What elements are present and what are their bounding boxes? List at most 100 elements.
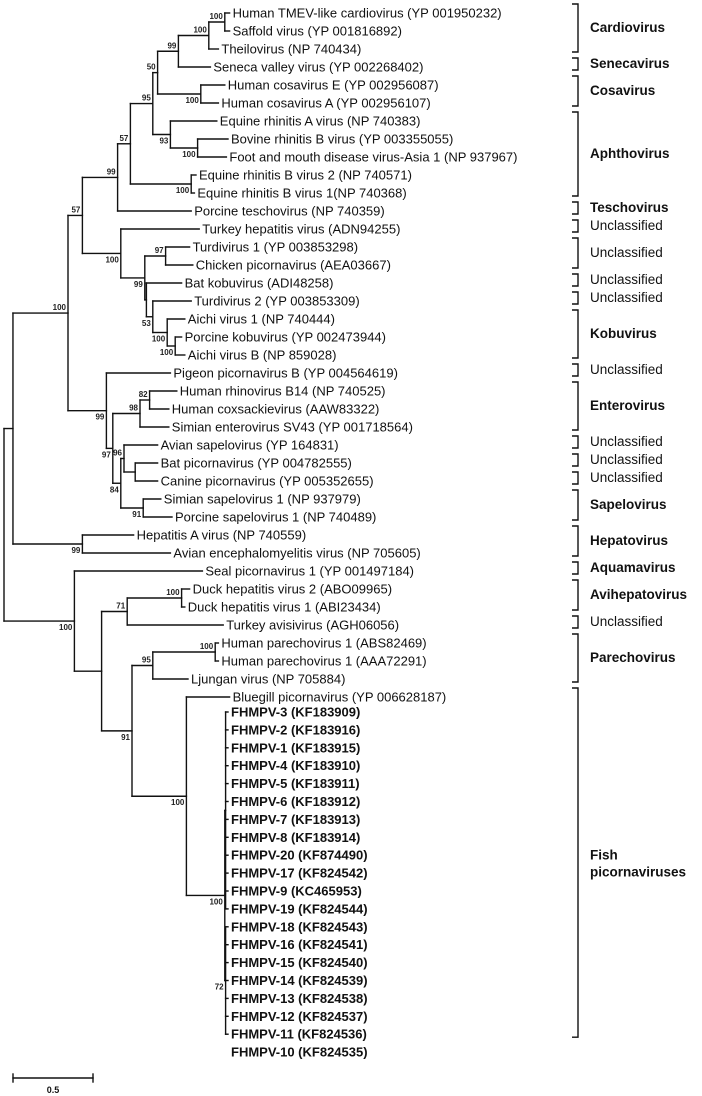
bootstrap-value: 100 [176,186,190,195]
clade-bracket [572,687,579,1038]
bootstrap-value: 100 [59,623,73,632]
bootstrap-value: 53 [142,319,151,328]
clade-bracket [572,75,579,107]
taxon-label: Theilovirus (NP 740434) [221,42,361,57]
taxon-label: FHMPV-18 (KF824543) [231,919,368,934]
clade-bracket [572,111,579,197]
bootstrap-value: 93 [159,137,168,146]
tree-branches [3,12,231,1035]
clade-label: Fish picornaviruses [590,848,686,880]
bootstrap-value: 100 [152,335,166,344]
bootstrap-value: 100 [182,150,196,159]
bootstrap-value: 99 [167,41,176,50]
clade-bracket [572,219,579,233]
clade-label: Unclassified [590,272,663,287]
taxon-labels: Human TMEV-like cardiovirus (YP 00195023… [137,6,518,1060]
taxon-label: Turkey avisivirus (AGH06056) [226,618,399,633]
clade-bracket [572,363,579,377]
clade-bracket [572,237,579,269]
scale-bar-label: 0.5 [47,1085,60,1095]
taxon-label: Human parechovirus 1 (ABS82469) [221,636,426,651]
clade-label-line: Fish [590,848,618,863]
clade-label: Unclassified [590,452,663,467]
bootstrap-value: 96 [113,449,122,458]
taxon-label: FHMPV-17 (KF824542) [231,866,368,881]
bootstrap-value: 98 [129,404,138,413]
bootstrap-value: 91 [121,733,130,742]
bootstrap-value: 100 [53,303,67,312]
taxon-label: Avian encephalomyelitis virus (NP 705605… [173,546,420,561]
bootstrap-value: 57 [71,205,80,214]
clade-label: Aphthovirus [590,146,670,161]
bootstrap-value: 100 [193,26,207,35]
taxon-label: Human cosavirus E (YP 002956087) [228,78,439,93]
clade-bracket [572,57,579,71]
taxon-label: FHMPV-10 (KF824535) [231,1045,368,1060]
bootstrap-value: 72 [215,983,224,992]
taxon-label: Equine rhinitis B virus 1(NP 740368) [197,186,406,201]
clade-label: Teschovirus [590,200,669,215]
clade-bracket [572,291,579,305]
taxon-label: Turdivirus 2 (YP 003853309) [194,294,359,309]
taxon-label: FHMPV-20 (KF874490) [231,848,368,863]
clade-bracket [572,525,579,557]
taxon-label: Equine rhinitis B virus 2 (NP 740571) [199,168,412,183]
taxon-label: Avian sapelovirus (YP 164831) [161,438,339,453]
clade-label: Unclassified [590,245,663,260]
clade-label: Parechovirus [590,650,676,665]
clade-bracket [572,435,579,449]
taxon-label: Turkey hepatitis virus (ADN94255) [202,222,400,237]
clade-bracket [572,561,579,575]
taxon-label: Simian enterovirus SV43 (YP 001718564) [172,420,413,435]
clade-label: Unclassified [590,614,663,629]
clade-label: Aquamavirus [590,560,676,575]
taxon-label: Seal picornavirus 1 (YP 001497184) [205,564,414,579]
taxon-label: Human TMEV-like cardiovirus (YP 00195023… [233,6,502,21]
bootstrap-value: 91 [132,510,141,519]
scale-bar: 0.5 [12,1073,94,1095]
bootstrap-value: 99 [134,280,143,289]
taxon-label: FHMPV-15 (KF824540) [231,955,368,970]
bootstrap-value: 82 [139,390,148,399]
clade-label: Unclassified [590,218,663,233]
clade-bracket [572,453,579,467]
taxon-label: Duck hepatitis virus 2 (ABO09965) [193,582,392,597]
bootstrap-value: 97 [102,450,111,459]
taxon-label: FHMPV-1 (KF183915) [231,740,360,755]
taxon-label: FHMPV-6 (KF183912) [231,794,360,809]
clade-label: Kobuvirus [590,326,657,341]
bootstrap-value: 100 [200,642,214,651]
taxon-label: FHMPV-11 (KF824536) [231,1027,367,1042]
bootstrap-value: 84 [110,485,119,494]
taxon-label: Pigeon picornavirus B (YP 004564619) [173,366,398,381]
taxon-label: Ljungan virus (NP 705884) [191,672,345,687]
taxon-label: Porcine kobuvirus (YP 002473944) [185,330,386,345]
taxon-label: Aichi virus B (NP 859028) [188,348,337,363]
clade-label: Unclassified [590,434,663,449]
taxon-label: Duck hepatitis virus 1 (ABI23434) [188,600,381,615]
bootstrap-value: 57 [119,134,128,143]
taxon-label: Bat kobuvirus (ADI48258) [185,276,334,291]
taxon-label: Equine rhinitis A virus (NP 740383) [220,114,421,129]
taxon-label: FHMPV-9 (KC465953) [231,884,362,899]
taxon-label: FHMPV-12 (KF824537) [231,1009,368,1024]
bootstrap-value: 95 [142,656,151,665]
clade-label: Unclassified [590,362,663,377]
taxon-label: Chicken picornavirus (AEA03667) [196,258,391,273]
taxon-label: FHMPV-8 (KF183914) [231,830,360,845]
clade-bracket [572,201,579,215]
bootstrap-value: 100 [160,348,174,357]
taxon-label: Canine picornavirus (YP 005352655) [161,474,374,489]
taxon-label: Saffold virus (YP 001816892) [233,24,402,39]
clade-label: Enterovirus [590,398,665,413]
taxon-label: FHMPV-13 (KF824538) [231,991,368,1006]
clade-bracket [572,471,579,485]
clade-bracket [572,273,579,287]
taxon-label: Turdivirus 1 (YP 003853298) [193,240,358,255]
clade-bracket [572,381,579,431]
clade-label: Hepatovirus [590,533,668,548]
bootstrap-value: 97 [155,246,164,255]
taxon-label: FHMPV-14 (KF824539) [231,973,368,988]
taxon-label: Bat picornavirus (YP 004782555) [161,456,352,471]
